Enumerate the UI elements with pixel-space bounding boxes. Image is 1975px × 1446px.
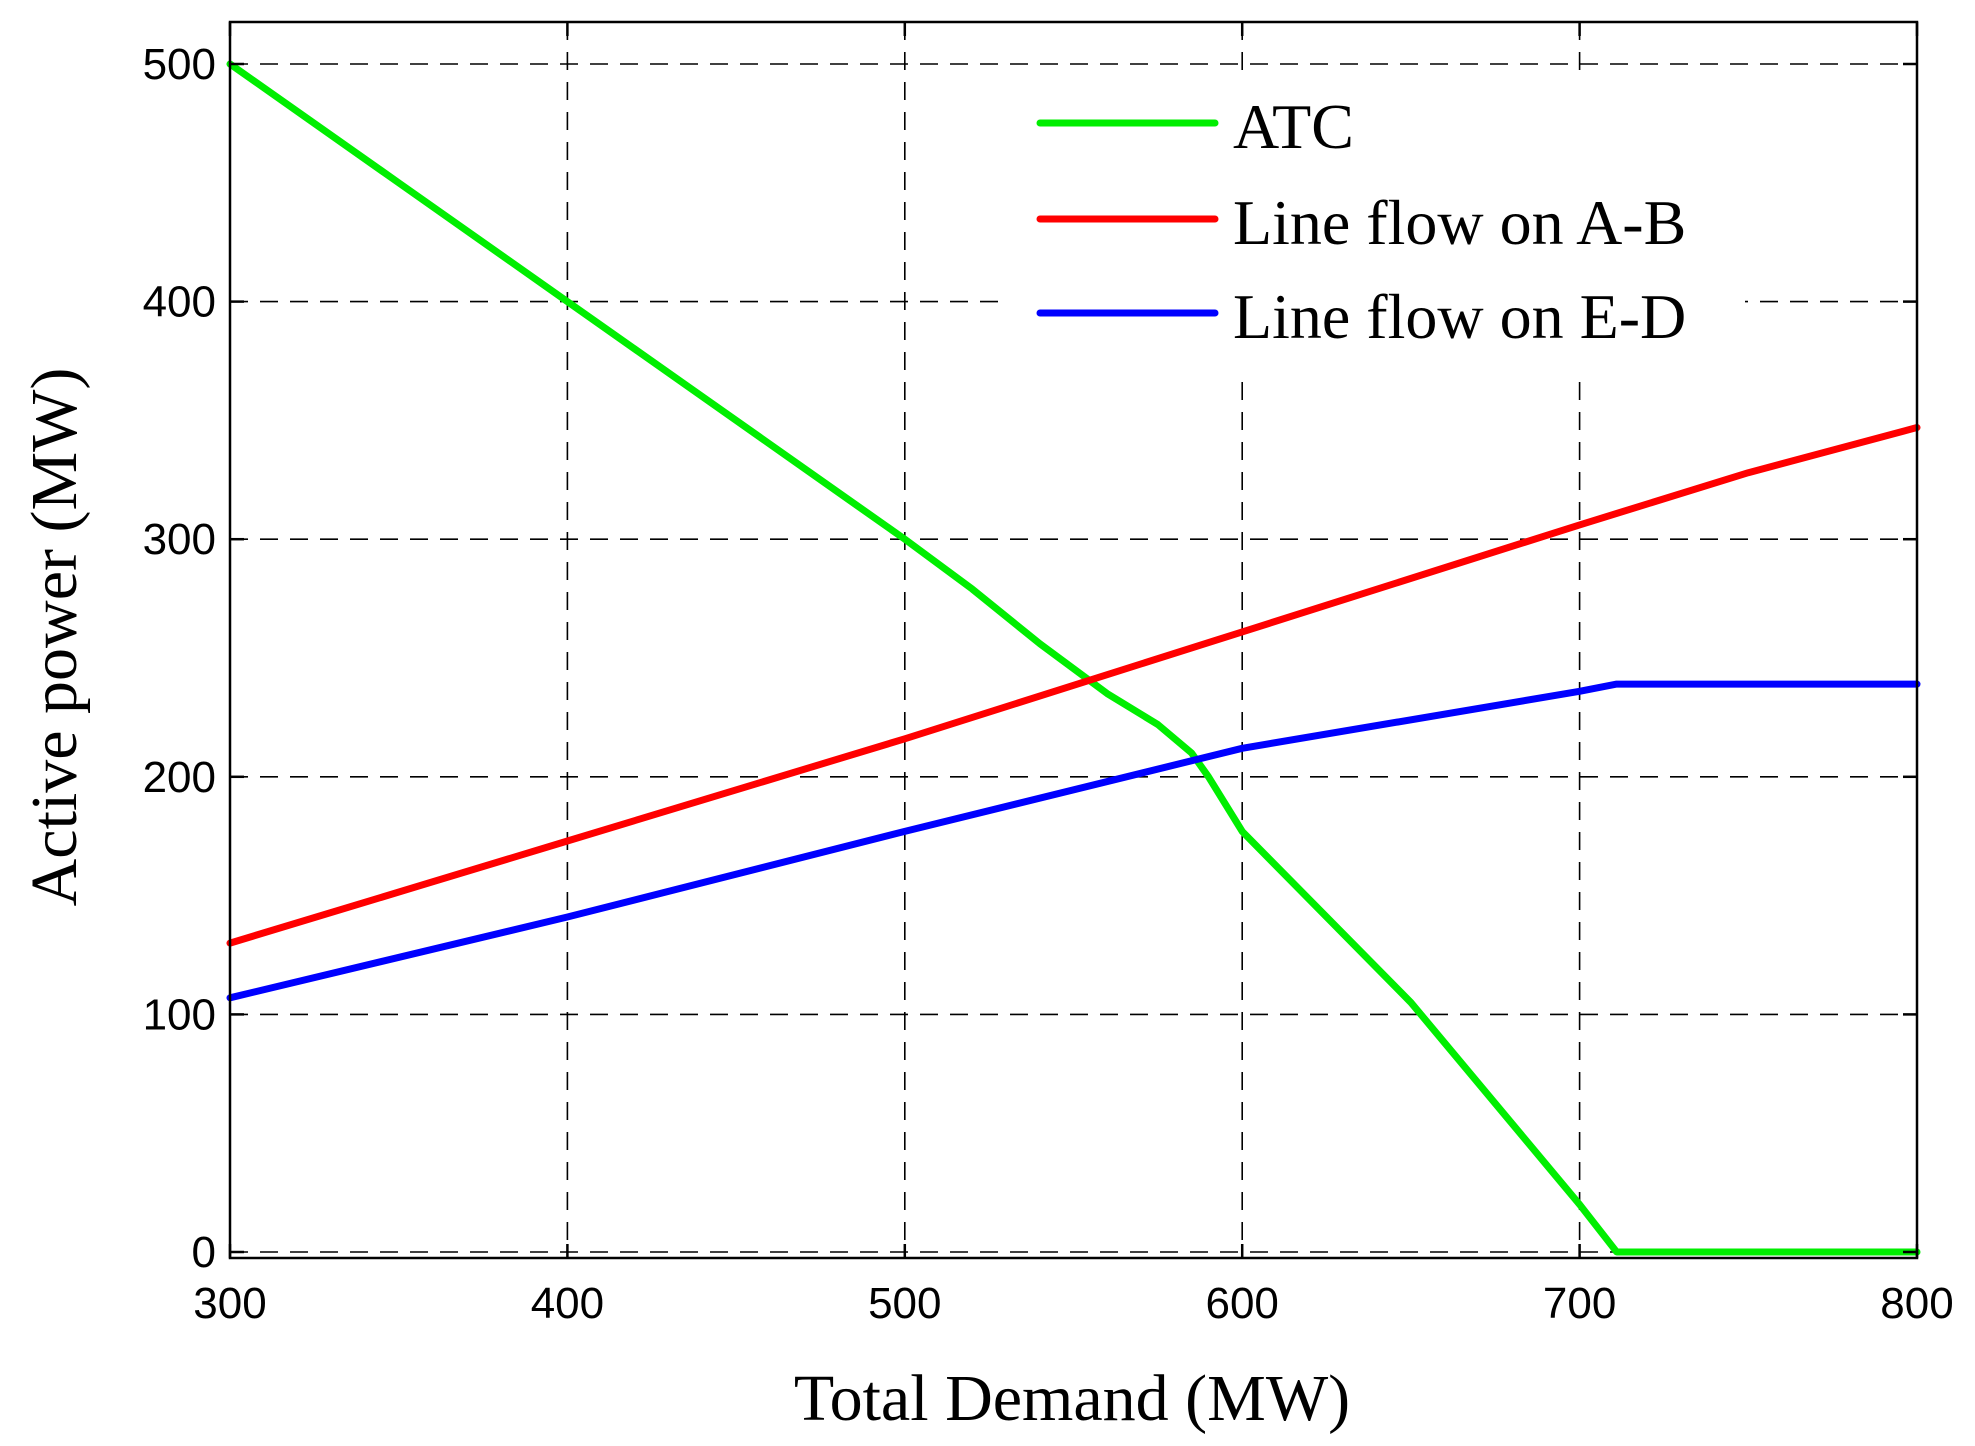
y-tick-label: 100: [143, 990, 216, 1039]
legend-label-line-flow-a-b: Line flow on A-B: [1233, 187, 1686, 258]
legend: ATC Line flow on A-B Line flow on E-D: [1005, 82, 1745, 382]
y-tick-label: 300: [143, 515, 216, 564]
series-line-flow-a-b: [226, 424, 1921, 947]
legend-label-line-flow-e-d: Line flow on E-D: [1233, 281, 1686, 352]
x-tick-label: 700: [1543, 1279, 1616, 1328]
legend-label-atc: ATC: [1233, 91, 1354, 162]
series-atc: [226, 60, 1921, 1256]
axis-ticks: 300 400 500 600 700 800 0 100 200 300 400 500: [143, 22, 1954, 1328]
x-tick-label: 300: [193, 1279, 266, 1328]
y-tick-label: 400: [143, 278, 216, 327]
y-tick-label: 0: [192, 1228, 216, 1277]
x-tick-label: 500: [868, 1279, 941, 1328]
x-tick-label: 600: [1205, 1279, 1278, 1328]
y-tick-label: 500: [143, 40, 216, 89]
x-axis-title: Total Demand (MW): [794, 1362, 1350, 1435]
legend-background: [1005, 82, 1745, 382]
plot-frame: [228, 20, 1919, 1260]
x-tick-label: 800: [1880, 1279, 1953, 1328]
series-line-flow-e-d: [226, 680, 1921, 1002]
series-lines: [226, 60, 1921, 1256]
y-tick-label: 200: [143, 753, 216, 802]
y-axis-title: Active power (MW): [18, 368, 91, 907]
x-tick-label: 400: [531, 1279, 604, 1328]
